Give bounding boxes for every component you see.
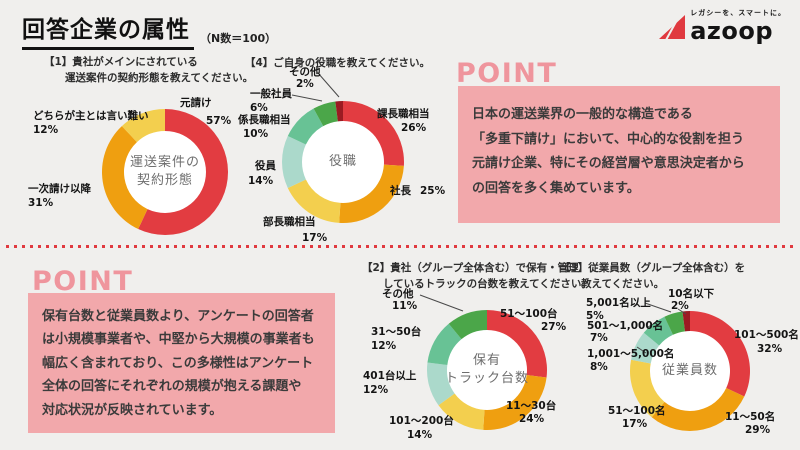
slice-label: 11～30台 (506, 400, 557, 412)
slice-label: 1,001～5,000名 (587, 348, 675, 360)
slice-label: 51～100台 (500, 308, 558, 320)
question-1: 【1】貴社がメインにされている 運送案件の契約形態を教えてください。 (44, 56, 254, 85)
slice-value: 29% (745, 424, 771, 436)
header: 回答企業の属性 （N数＝100） (22, 10, 276, 50)
slice-label: 5,001名以上 (586, 297, 651, 309)
logo-text: レガシーを、スマートに。 azoop (690, 9, 786, 45)
slice-label: 501～1,000名 (587, 320, 664, 332)
slice-value: 11% (392, 300, 418, 312)
slice-value: 5% (586, 310, 604, 322)
donut-segment-job-title (282, 136, 306, 188)
donut-segment-employee-count (690, 311, 751, 397)
question-3: 【3】従業員数（グループ全体含む）を 教えてください。 (560, 262, 746, 291)
point-heading-2: POINT (32, 266, 134, 297)
slice-label: 10名以下 (668, 288, 715, 300)
slice-value: 26% (401, 122, 427, 134)
slice-value: 12% (33, 124, 59, 136)
slice-label: 101～500名 (734, 329, 799, 341)
slice-value: 6% (250, 102, 268, 114)
slice-label: 11～50名 (725, 411, 776, 423)
slice-value: 10% (243, 128, 269, 140)
slice-label: 一次請け以降 (28, 183, 91, 195)
donut-segment-employee-count (664, 311, 685, 335)
donut-segment-job-title (335, 101, 343, 122)
slice-label: 一般社員 (250, 88, 292, 100)
slice-value: 57% (206, 115, 232, 127)
slice-value: 24% (519, 413, 545, 425)
slice-value: 7% (590, 332, 608, 344)
logo: レガシーを、スマートに。 azoop (658, 10, 786, 43)
slice-label: 課長職相当 (377, 108, 430, 120)
point-heading-1: POINT (456, 58, 558, 89)
slice-label: 部長職相当 (263, 216, 316, 228)
slice-label: どちらが主とは言い難い (33, 110, 149, 122)
donut-center-label-employee-count: 従業員数 (661, 362, 719, 378)
logo-wordmark: azoop (690, 17, 774, 45)
page-title: 回答企業の属性 (22, 10, 194, 50)
donut-segment-truck-count (448, 310, 487, 340)
slice-value: 17% (302, 232, 328, 244)
slice-value: 31% (28, 197, 54, 209)
slice-value: 14% (407, 429, 433, 441)
question-2: 【2】貴社（グループ全体含む）で保有・管理 しているトラックの台数を教えてくださ… (362, 262, 592, 291)
slice-value: 25% (420, 185, 446, 197)
donut-segment-employee-count (682, 311, 690, 332)
slice-value: 14% (248, 175, 274, 187)
slice-value: 12% (363, 384, 389, 396)
donut-segment-job-title (313, 101, 338, 127)
slice-label: 31～50台 (371, 326, 422, 338)
slice-label: 社長 (390, 185, 411, 197)
slice-label: 係長職相当 (238, 114, 291, 126)
donut-center-label-truck-count: 保有 トラック台数 (444, 352, 530, 386)
donut-center-label-job-title: 役職 (328, 153, 358, 169)
leader-line (291, 94, 323, 102)
slice-value: 12% (371, 340, 397, 352)
slice-value: 32% (757, 343, 783, 355)
donut-center-label-contract-form: 運送案件の 契約形態 (129, 154, 201, 188)
slice-value: 2% (671, 300, 689, 312)
slice-value: 27% (541, 321, 567, 333)
section-divider (6, 245, 794, 248)
sample-size-label: （N数＝100） (200, 32, 277, 45)
logo-tagline: レガシーを、スマートに。 (690, 9, 786, 17)
leader-line (419, 294, 464, 312)
slice-label: 元請け (180, 97, 212, 109)
question-4: 【4】ご自身の役職を教えてください。 (245, 57, 430, 69)
slice-label: その他 (382, 288, 414, 300)
point-box-1: 日本の運送業界の一般的な構造である 「多重下請け」において、中心的な役割を担う … (458, 86, 780, 223)
leader-line (317, 72, 340, 98)
slice-value: 17% (622, 418, 648, 430)
point-box-2: 保有台数と従業員数より、アンケートの回答者 は小規模事業者や、中堅から大規模の事… (28, 293, 335, 433)
slice-label: 401台以上 (363, 370, 417, 382)
slice-value: 8% (590, 361, 608, 373)
slice-value: 2% (296, 78, 314, 90)
slice-label: 51～100名 (608, 405, 666, 417)
donut-segment-job-title (287, 108, 324, 145)
logo-triangle-icon (659, 15, 686, 40)
slice-label: 役員 (255, 160, 276, 172)
slice-label: その他 (289, 66, 321, 78)
slice-label: 101～200台 (389, 415, 454, 427)
